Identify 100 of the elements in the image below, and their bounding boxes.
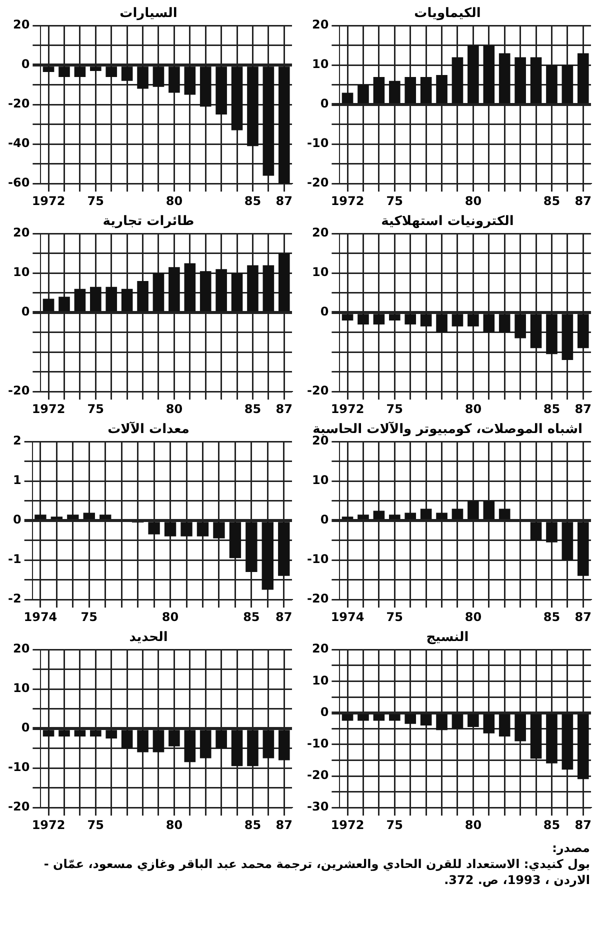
- bar: [577, 53, 589, 104]
- y-tick-label: -20: [306, 176, 329, 190]
- x-tick-label: 75: [386, 610, 404, 624]
- bar: [58, 296, 70, 312]
- x-tick-label: 85: [543, 402, 560, 416]
- chart-title: معدات الآلات: [108, 421, 190, 438]
- x-tick-label: 75: [386, 818, 404, 832]
- y-tick-label: 10: [312, 473, 329, 488]
- y-tick-label: 0: [320, 704, 329, 719]
- y-tick-label: 10: [12, 681, 30, 696]
- bar: [247, 265, 258, 312]
- y-tick-label: 10: [312, 673, 329, 688]
- x-tick-label: 75: [87, 194, 104, 208]
- x-tick-label: 87: [574, 402, 592, 416]
- x-tick-label: 75: [80, 610, 98, 624]
- bar: [121, 288, 133, 312]
- x-tick-label: 85: [543, 818, 560, 832]
- bar: [468, 45, 479, 104]
- x-tick-label: 85: [543, 194, 560, 208]
- y-tick-label: -10: [306, 136, 329, 150]
- bar: [200, 271, 212, 312]
- y-tick-label: -20: [306, 384, 329, 398]
- y-tick-label: -2: [8, 592, 22, 606]
- x-tick-label: 87: [276, 610, 292, 624]
- y-tick-label: 0: [21, 57, 30, 72]
- bar: [231, 273, 243, 312]
- y-tick-label: -30: [306, 800, 329, 814]
- y-tick-label: 10: [312, 265, 329, 280]
- bar: [42, 298, 54, 312]
- x-tick-label: 87: [276, 818, 292, 832]
- bar: [452, 57, 464, 104]
- bar: [137, 281, 148, 312]
- x-tick-label: 1974: [330, 610, 364, 624]
- bar: [152, 273, 164, 312]
- text: مصدر:: [551, 840, 590, 856]
- y-tick-label: -40: [8, 136, 30, 150]
- bar: [184, 263, 196, 312]
- bar: [562, 65, 574, 104]
- x-tick-label: 80: [166, 194, 183, 208]
- x-tick-label: 85: [243, 610, 260, 624]
- y-tick-label: 10: [12, 265, 30, 280]
- bar: [373, 76, 385, 104]
- bar: [514, 57, 526, 104]
- x-tick-label: 75: [386, 194, 404, 208]
- y-tick-label: 0: [320, 304, 329, 319]
- x-tick-label: 1974: [24, 610, 58, 624]
- y-tick-label: -20: [8, 800, 30, 814]
- x-tick-label: 80: [464, 610, 482, 624]
- y-tick-label: 20: [12, 642, 30, 656]
- bar: [436, 74, 448, 104]
- bar: [530, 57, 542, 104]
- x-tick-label: 75: [87, 402, 104, 416]
- y-tick-label: -10: [8, 760, 30, 774]
- y-tick-label: 0: [21, 720, 30, 735]
- bar: [106, 286, 118, 312]
- x-tick-label: 85: [543, 610, 560, 624]
- y-tick-label: 0: [12, 512, 22, 527]
- x-tick-label: 80: [166, 402, 183, 416]
- x-tick-label: 1972: [330, 194, 364, 208]
- x-tick-label: 1972: [32, 194, 66, 208]
- text: بول كنيدي: الاستعداد للقرن الحادي والعشرين، ترجمة محمد عبد الباقر وغازي مسعود، عمّان - الاردن ، 1993، ص. 372.: [42, 856, 590, 889]
- y-tick-label: 20: [312, 226, 329, 240]
- x-tick-label: 85: [244, 402, 262, 416]
- bar: [358, 84, 369, 104]
- y-tick-label: 2: [12, 434, 22, 448]
- x-tick-label: 87: [276, 194, 292, 208]
- chart-title: طائرات تجارية: [102, 214, 194, 230]
- y-tick-label: 0: [320, 96, 329, 111]
- chart-title: الكترونيات استهلاكية: [381, 214, 514, 230]
- x-tick-label: 87: [574, 610, 592, 624]
- bar: [420, 76, 432, 104]
- y-tick-label: -20: [8, 96, 30, 111]
- x-tick-label: 75: [87, 818, 104, 832]
- y-tick-label: 1: [12, 473, 22, 488]
- bar: [278, 253, 290, 312]
- chart-title: الحديد: [129, 630, 168, 646]
- bar: [168, 267, 180, 312]
- y-tick-label: -1: [8, 552, 22, 566]
- y-tick-label: 20: [312, 642, 329, 656]
- y-tick-label: -10: [306, 552, 329, 566]
- y-tick-label: 20: [12, 18, 30, 32]
- chart-title: الكيماويات: [414, 6, 481, 22]
- y-tick-label: 20: [12, 226, 30, 240]
- x-tick-label: 80: [464, 818, 482, 832]
- y-tick-label: -60: [8, 176, 30, 190]
- x-tick-label: 87: [574, 818, 592, 832]
- x-tick-label: 80: [464, 194, 482, 208]
- bar: [546, 65, 558, 104]
- chart-title: النسيج: [426, 630, 469, 646]
- y-tick-label: -20: [306, 768, 329, 782]
- x-tick-label: 1972: [330, 402, 364, 416]
- y-tick-label: -10: [306, 736, 329, 751]
- bar: [498, 53, 510, 104]
- y-tick-label: 20: [312, 18, 329, 32]
- bar: [404, 76, 416, 104]
- y-tick-label: -20: [306, 592, 329, 606]
- x-tick-label: 1972: [32, 402, 66, 416]
- x-tick-label: 80: [166, 818, 183, 832]
- bar: [483, 45, 495, 104]
- bar: [74, 288, 86, 312]
